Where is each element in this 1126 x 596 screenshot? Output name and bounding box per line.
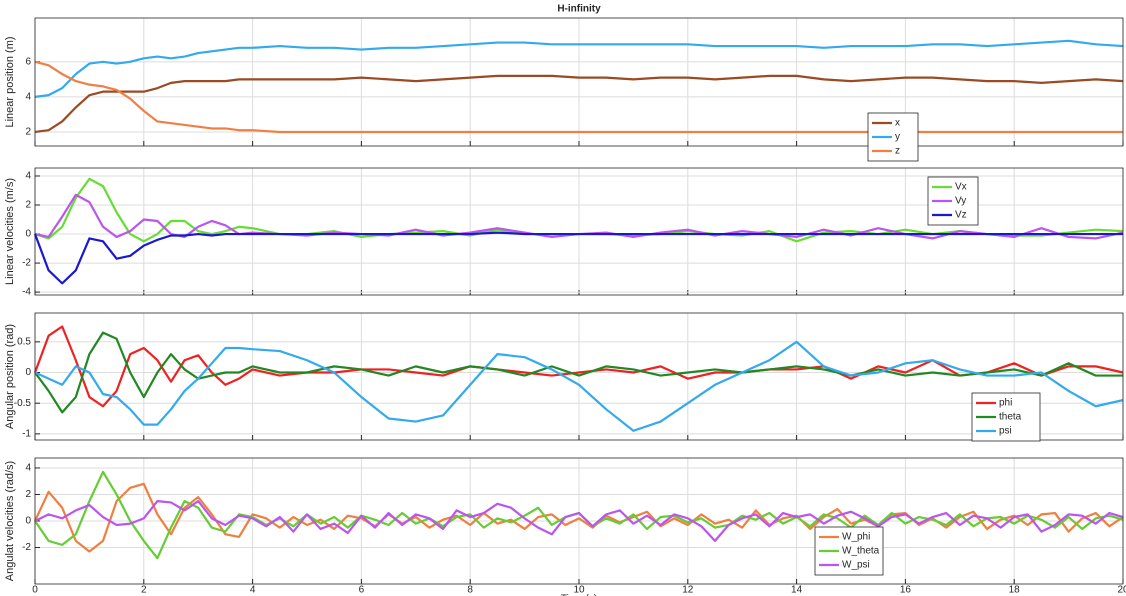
x-tick-label: 18 bbox=[1009, 585, 1021, 596]
legend-box bbox=[867, 112, 919, 162]
x-tick-label: 16 bbox=[900, 585, 912, 596]
data-line bbox=[34, 331, 1123, 414]
y-tick-label: 2 bbox=[25, 200, 31, 211]
y-tick-label: 6 bbox=[25, 56, 31, 67]
x-tick-label: 6 bbox=[359, 585, 365, 596]
legend-label: Vz bbox=[955, 210, 967, 221]
data-line bbox=[34, 500, 1124, 542]
y-axis-label: Linear velocities (m/s) bbox=[4, 178, 16, 285]
chart-title: H-infinity bbox=[557, 4, 601, 15]
y-tick-label: 2 bbox=[25, 127, 31, 138]
y-tick-label: -0.5 bbox=[14, 398, 32, 409]
legend-label: y bbox=[895, 132, 900, 143]
axes-box bbox=[34, 167, 1124, 296]
y-tick-label: 0.5 bbox=[17, 336, 31, 347]
y-axis-label: Linear position (m) bbox=[4, 36, 16, 127]
y-tick-label: -4 bbox=[22, 287, 31, 298]
x-axis-label: Time (s) bbox=[561, 594, 597, 596]
legend-label: Vy bbox=[955, 196, 966, 207]
axes-box bbox=[34, 457, 1124, 585]
x-tick-label: 10 bbox=[573, 585, 585, 596]
y-tick-label: 4 bbox=[25, 92, 31, 103]
x-tick-label: 4 bbox=[250, 585, 256, 596]
legend-label: W_psi bbox=[842, 560, 870, 571]
legend-label: psi bbox=[999, 426, 1012, 437]
legend-label: W_phi bbox=[842, 532, 870, 543]
legend-label: x bbox=[895, 118, 900, 129]
legend-label: Vx bbox=[955, 182, 967, 193]
axes-box bbox=[34, 312, 1124, 441]
x-tick-label: 0 bbox=[32, 585, 38, 596]
x-tick-label: 14 bbox=[791, 585, 803, 596]
x-tick-label: 20 bbox=[1117, 585, 1126, 596]
y-tick-label: 0 bbox=[25, 367, 31, 378]
y-tick-label: 4 bbox=[25, 463, 31, 474]
data-line bbox=[34, 39, 1124, 98]
data-line bbox=[33, 231, 1123, 285]
y-tick-label: -2 bbox=[22, 258, 31, 269]
y-axis-label: Angular position (rad) bbox=[4, 324, 16, 429]
legend-label: W_theta bbox=[842, 546, 880, 557]
axes-box bbox=[34, 17, 1124, 147]
y-tick-label: 0 bbox=[25, 229, 31, 240]
legend-label: phi bbox=[999, 398, 1012, 409]
x-tick-label: 2 bbox=[141, 585, 147, 596]
y-tick-label: -2 bbox=[22, 542, 31, 553]
legend-label: theta bbox=[999, 412, 1022, 423]
data-line bbox=[34, 340, 1124, 432]
y-tick-label: 2 bbox=[25, 489, 31, 500]
y-tick-label: 0 bbox=[25, 516, 31, 527]
data-line bbox=[34, 177, 1124, 243]
legend-label: z bbox=[895, 146, 900, 157]
y-tick-label: 4 bbox=[25, 171, 31, 182]
y-axis-label: Angulat velocities (rad/s) bbox=[4, 461, 16, 581]
x-tick-label: 8 bbox=[467, 585, 473, 596]
data-line bbox=[34, 74, 1124, 134]
y-tick-label: -1 bbox=[22, 429, 31, 440]
x-tick-label: 12 bbox=[682, 585, 694, 596]
